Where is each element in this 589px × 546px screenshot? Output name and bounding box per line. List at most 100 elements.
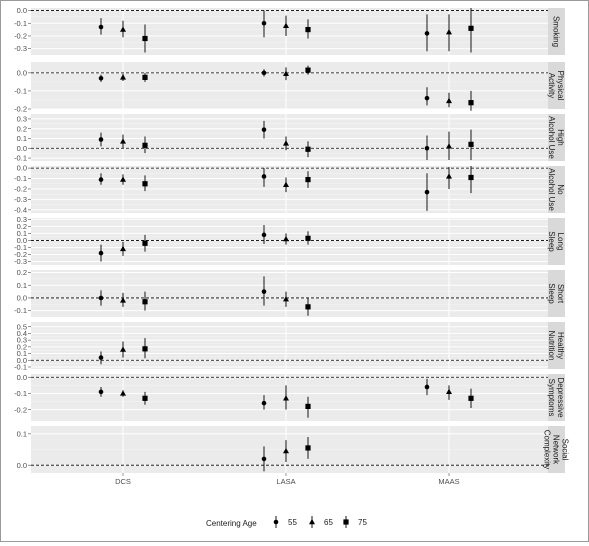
legend-title: Centering Age [206, 519, 257, 528]
point-65 [283, 395, 289, 401]
point-75 [305, 67, 311, 73]
facet-strip-line: Depressive [556, 377, 565, 418]
facet-strip-label: Smoking [552, 16, 561, 47]
y-tick-label: 0.1 [17, 134, 27, 143]
y-tick-label: -0.3 [14, 44, 27, 53]
point-55 [424, 189, 430, 195]
facet-strip-label: SocialNetworkComplexity [543, 430, 570, 470]
point-55 [424, 145, 430, 151]
y-tick-label: -0.1 [14, 363, 27, 372]
facet-panel: 0.0 -0.1 -0.2 DepressiveSymptoms [14, 373, 565, 421]
facet-strip [548, 8, 565, 55]
y-tick-label: 0.2 [17, 124, 27, 133]
point-65 [446, 97, 452, 104]
point-75 [305, 146, 311, 152]
point-55 [98, 75, 104, 81]
facet-panel: 0.1 0.0 SocialNetworkComplexity [17, 426, 570, 473]
panel-background [31, 114, 548, 161]
facet-strip-label: LongSleep [547, 231, 565, 252]
x-axis: DCS LASA MAAS [115, 473, 460, 486]
point-75 [468, 141, 474, 147]
point-75 [305, 176, 311, 183]
point-65 [283, 181, 289, 187]
facet-strip [548, 62, 565, 109]
y-tick-label: -0.1 [14, 174, 27, 183]
point-55 [261, 289, 267, 294]
facet-strip-line: Smoking [552, 16, 561, 47]
facet-strip-line: Nutrition [547, 331, 556, 361]
facet-strip [548, 322, 565, 369]
facet-strip-line: Alcohol Use [547, 168, 556, 211]
facet-panel: 0.50.40.30.20.10.0-0.1 HealthyNutrition [14, 322, 565, 372]
y-tick-label: 0.0 [17, 461, 27, 470]
point-65 [120, 176, 126, 182]
point-65 [446, 28, 452, 35]
point-65 [446, 143, 452, 149]
y-tick-label: -0.3 [14, 195, 27, 204]
point-65 [120, 74, 126, 80]
facet-strip [548, 218, 565, 265]
facet-panel: 0.30.20.10.0-0.1 HighAlcohol Use [14, 114, 565, 163]
y-tick-label: -0.2 [14, 405, 27, 414]
point-75 [468, 25, 474, 31]
point-55 [261, 232, 267, 238]
y-tick-label: -0.2 [14, 32, 27, 41]
point-65 [120, 346, 126, 352]
facet-strip-label: NoAlcohol Use [547, 168, 565, 211]
facet-strip-line: Symptoms [547, 379, 556, 417]
point-75 [468, 395, 474, 401]
facet-panel: 0.0-0.1 -0.2-0.3-0.4 NoAlcohol Use [14, 164, 565, 214]
y-tick-label: -0.1 [14, 389, 27, 398]
point-65 [120, 26, 126, 32]
facet-strip-line: Activity [547, 73, 556, 98]
y-tick-label: -0.1 [14, 243, 27, 252]
facet-strip-line: Alcohol Use [547, 116, 556, 159]
point-75 [305, 304, 311, 310]
point-75 [142, 240, 148, 246]
point-55 [273, 519, 279, 525]
facet-strip [548, 114, 565, 161]
y-tick-label: 0.0 [17, 6, 27, 15]
y-tick-label: 0.0 [17, 164, 27, 173]
y-tick-label: -0.1 [14, 19, 27, 28]
facet-strip-line: Physical [556, 71, 565, 101]
y-tick-label: -0.4 [14, 205, 27, 214]
point-75 [343, 519, 349, 525]
point-65 [283, 447, 289, 454]
point-65 [283, 70, 289, 76]
point-55 [98, 295, 104, 301]
facet-strip-line: Sleep [547, 283, 556, 304]
point-75 [142, 35, 148, 42]
facet-strip-label: DepressiveSymptoms [547, 377, 565, 418]
x-tick-label: MAAS [438, 477, 459, 486]
y-tick-label: -0.2 [14, 185, 27, 194]
facet-panel: 0.30.20.10.0-0.1-0.2-0.3 LongSleep [14, 215, 565, 266]
facet-panel: 0.0 -0.1 -0.2 -0.3 Smoking [14, 6, 565, 55]
point-55 [261, 456, 267, 462]
facet-strip-line: High [556, 129, 565, 145]
point-75 [142, 395, 148, 401]
point-55 [98, 137, 104, 142]
point-65 [120, 390, 126, 396]
facet-strip-line: Healthy [556, 332, 565, 359]
point-65 [283, 296, 289, 302]
y-tick-label: 0.0 [17, 144, 27, 153]
point-55 [424, 384, 430, 390]
panel-background [31, 218, 548, 265]
point-65 [283, 22, 289, 28]
y-tick-label: 0.1 [17, 429, 27, 438]
y-tick-label: -0.3 [14, 257, 27, 266]
facet-strip-line: Complexity [543, 430, 552, 470]
facet-strip [548, 374, 565, 421]
point-75 [142, 74, 148, 80]
facet-strip [548, 270, 565, 317]
point-65 [120, 138, 126, 144]
y-tick-label: 0.0 [17, 68, 27, 77]
point-55 [424, 95, 430, 101]
y-tick-label: 0.2 [17, 222, 27, 231]
point-75 [305, 235, 311, 241]
y-tick-label: -0.1 [14, 154, 27, 163]
facet-strip-label: HealthyNutrition [547, 331, 565, 361]
y-tick-label: 0.3 [17, 114, 27, 123]
point-75 [305, 403, 311, 410]
